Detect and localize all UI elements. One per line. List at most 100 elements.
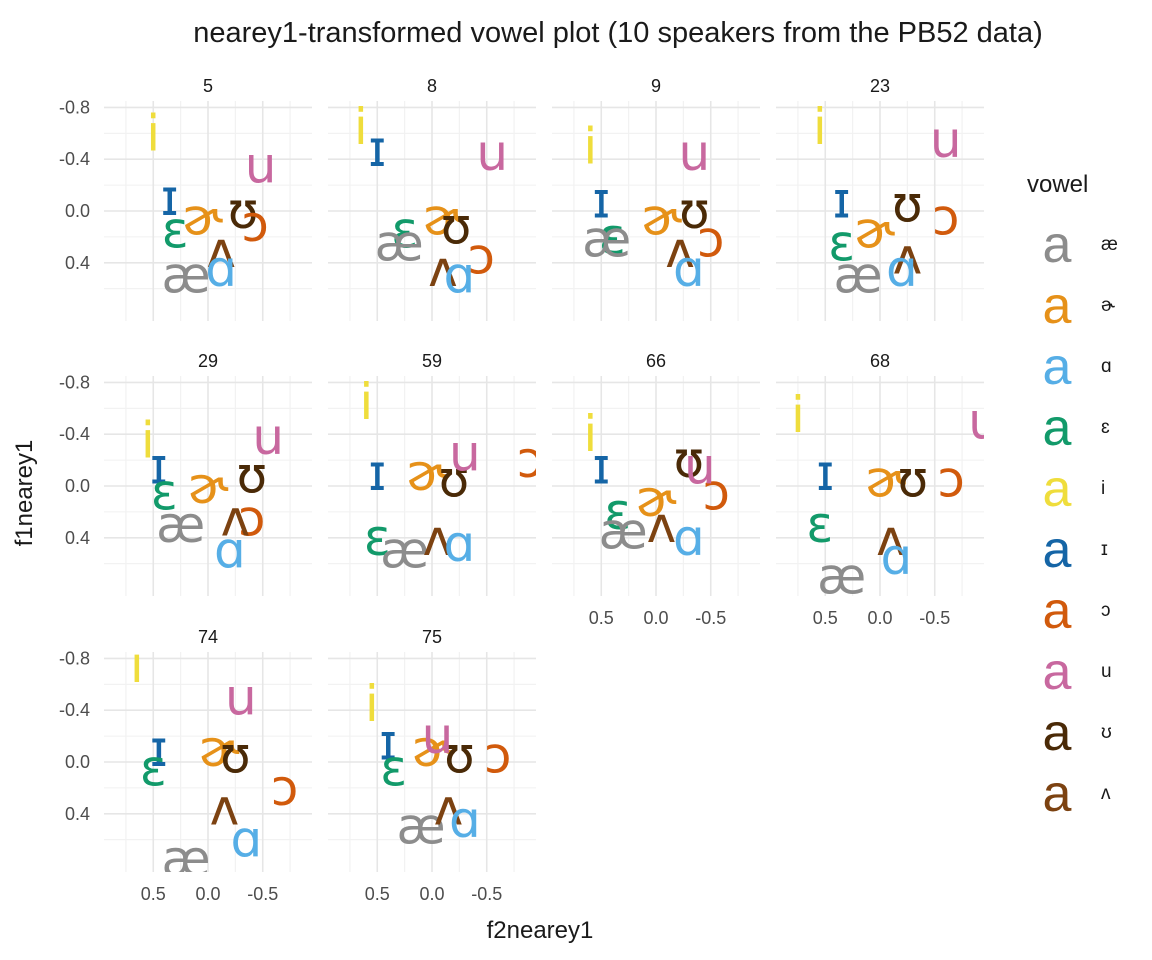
x-tick-label: -0.5	[919, 608, 950, 628]
legend-label: ɔ	[1101, 600, 1111, 621]
y-tick-label: 0.0	[65, 752, 90, 772]
vowel-point: u	[684, 438, 716, 496]
vowel-point: ɑ	[230, 811, 262, 869]
vowel-point: u	[968, 392, 1000, 450]
y-tick-label: 0.4	[65, 253, 90, 273]
vowel-point: ɪ	[368, 120, 387, 178]
x-tick-label: -0.5	[247, 884, 278, 904]
vowel-point: ʌ	[876, 509, 906, 567]
y-tick-label: -0.8	[59, 372, 90, 392]
facet-strip-label: 68	[870, 351, 890, 371]
vowel-point: u	[930, 111, 962, 169]
vowel-point: æ	[834, 247, 883, 305]
vowel-point: ʌ	[221, 489, 251, 547]
facet-strip-label: 23	[870, 76, 890, 96]
facet-strip-label: 74	[198, 627, 218, 647]
vowel-point: ɚ	[865, 451, 906, 509]
legend-key: a	[1043, 216, 1072, 274]
y-tick-label: -0.4	[59, 424, 90, 444]
facet-strip-label: 8	[427, 76, 437, 96]
y-tick-label: -0.4	[59, 149, 90, 169]
vowel-point: u	[422, 707, 454, 765]
x-tick-label: 0.0	[419, 884, 444, 904]
vowel-point: ɪ	[592, 172, 611, 230]
vowel-point: i	[141, 412, 155, 470]
legend-key: a	[1043, 460, 1072, 518]
vowel-point: ʊ	[673, 431, 704, 489]
x-tick-label: -0.5	[695, 608, 726, 628]
legend-key: a	[1043, 338, 1072, 396]
vowel-point: ɚ	[412, 720, 453, 778]
legend-label: æ	[1101, 234, 1118, 255]
legend-key: a	[1043, 643, 1072, 701]
x-tick-label: 0.5	[141, 884, 166, 904]
vowel-point: i	[791, 386, 805, 444]
x-tick-label: -0.5	[471, 884, 502, 904]
x-tick-label: 0.5	[813, 608, 838, 628]
legend-label: u	[1101, 661, 1112, 682]
vowel-point: ɔ	[697, 210, 724, 268]
y-tick-label: 0.0	[65, 201, 90, 221]
legend-key: a	[1043, 277, 1072, 335]
facet-strip-label: 59	[422, 351, 442, 371]
vowel-point: ɪ	[592, 438, 611, 496]
y-tick-label: -0.8	[59, 648, 90, 668]
vowel-point: ɪ	[816, 444, 835, 502]
vowel-point: æ	[582, 210, 631, 268]
vowel-point: i	[365, 675, 379, 733]
vowel-point: ɚ	[182, 188, 223, 246]
vowel-point: i	[130, 636, 144, 694]
vowel-point: i	[583, 405, 597, 463]
legend-label: ʌ	[1101, 783, 1111, 804]
x-tick-label: 0.0	[643, 608, 668, 628]
vowel-point: ʌ	[893, 227, 923, 285]
vowel-point: ɚ	[406, 444, 447, 502]
vowel-point: ɔ	[241, 195, 268, 253]
vowel-point: ɛ	[162, 201, 189, 259]
vowel-point: ɪ	[160, 169, 179, 227]
legend-key: a	[1043, 521, 1072, 579]
facet-strip-label: 5	[203, 76, 213, 96]
vowel-point: ɛ	[599, 208, 626, 266]
y-tick-label: -0.4	[59, 700, 90, 720]
vowel-point: i	[813, 98, 827, 156]
vowel-point: ɛ	[140, 739, 167, 797]
vowel-point: ʊ	[441, 198, 472, 256]
vowel-point: ɔ	[932, 188, 959, 246]
vowel-point: i	[359, 373, 373, 431]
vowel-point: ʌ	[647, 496, 677, 554]
vowel-point: æ	[817, 548, 866, 606]
vowel-point: ʌ	[210, 778, 240, 836]
vowel-point: æ	[156, 496, 205, 554]
y-tick-label: 0.0	[65, 476, 90, 496]
vowel-point: ɑ	[443, 515, 475, 573]
vowel-point: u	[678, 124, 710, 182]
vowel-point: ɛ	[806, 496, 833, 554]
vowel-point: ɪ	[149, 438, 168, 496]
facet-strip-label: 9	[651, 76, 661, 96]
x-tick-label: 0.0	[867, 608, 892, 628]
legend: vowel a æ a ɚ a ɑ a ɛ a i a ɪ a ɔ a u a ʊ a ʌ	[1027, 171, 1118, 823]
vowel-point: æ	[380, 522, 429, 580]
vowel-point: ʊ	[228, 182, 259, 240]
legend-label: i	[1101, 478, 1105, 499]
legend-title: vowel	[1027, 171, 1088, 198]
vowel-point: ʊ	[220, 727, 251, 785]
legend-key: a	[1043, 765, 1072, 823]
vowel-point: u	[225, 668, 257, 726]
vowel-point: i	[146, 104, 160, 162]
